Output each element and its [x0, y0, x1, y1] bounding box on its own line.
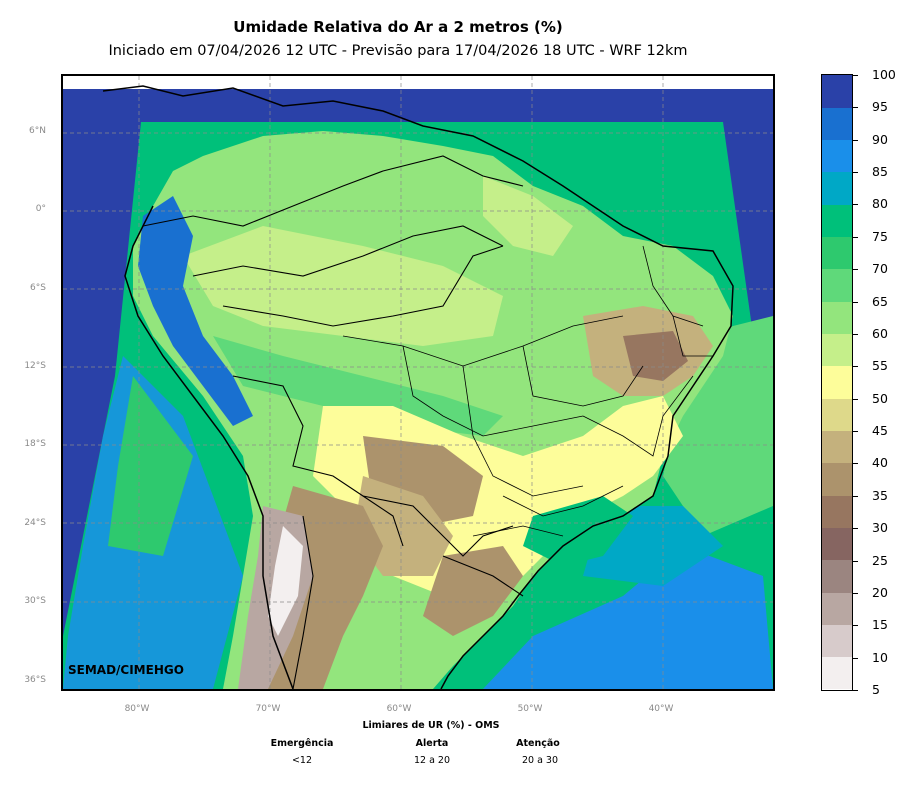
colorbar-tick: [853, 625, 858, 627]
colorbar-segment: [822, 139, 852, 173]
uruguay-dry: [423, 546, 523, 636]
colorbar-tick: [853, 366, 858, 368]
lon-label: 70°W: [255, 704, 281, 714]
colorbar-segment: [822, 171, 852, 205]
colorbar-tick-label: 95: [872, 99, 888, 115]
colorbar-segment: [822, 462, 852, 496]
colorbar-tick-label: 25: [872, 552, 888, 568]
colorbar-tick: [853, 301, 858, 303]
colorbar-tick: [853, 139, 858, 141]
colorbar-segment: [822, 398, 852, 431]
chart-subtitle: Iniciado em 07/04/2026 12 UTC - Previsão…: [108, 43, 688, 59]
humidity-map[interactable]: [61, 74, 775, 691]
colorbar-segment: [822, 333, 852, 367]
colorbar-segment: [822, 592, 852, 625]
colorbar-tick: [853, 431, 858, 433]
colorbar-tick-label: 85: [872, 164, 888, 180]
colorbar-tick-label: 10: [872, 649, 888, 665]
colorbar-segment: [822, 527, 852, 561]
who-heading: Limiares de UR (%) - OMS: [362, 720, 500, 731]
colorbar-tick: [853, 657, 858, 659]
colorbar-tick: [853, 528, 858, 530]
colorbar-segment: [822, 204, 852, 238]
colorbar-tick-label: 55: [872, 358, 888, 374]
colorbar-tick-label: 45: [872, 423, 888, 439]
state-borders: [342, 245, 713, 537]
lat-label: 30°S: [24, 596, 46, 606]
colorbar-segment: [822, 268, 852, 302]
guiana-area: [483, 176, 573, 256]
colorbar-segment: [822, 430, 852, 464]
who-level-name: Emergência: [270, 738, 334, 749]
lat-label: 36°S: [24, 675, 46, 685]
colorbar-tick-label: 40: [872, 455, 888, 471]
colorbar-tick: [853, 495, 858, 497]
colorbar-tick-label: 65: [872, 293, 888, 309]
colorbar-tick: [853, 463, 858, 465]
lat-label: 6°N: [29, 126, 46, 136]
colorbar-tick-label: 80: [872, 196, 888, 212]
colorbar-tick-label: 70: [872, 261, 888, 277]
lon-label: 50°W: [517, 704, 543, 714]
amazon-basin: [183, 226, 503, 346]
colorbar-segment: [822, 495, 852, 528]
colorbar-tick-label: 30: [872, 520, 888, 536]
colorbar-tick: [853, 172, 858, 174]
lon-label: 40°W: [648, 704, 674, 714]
colorbar-segment: [822, 107, 852, 141]
colorbar-tick: [853, 269, 858, 271]
colorbar-segment: [822, 365, 852, 399]
colorbar-segment: [822, 624, 852, 658]
map-graphic: [63, 76, 773, 689]
colorbar-tick: [853, 75, 858, 76]
coastline: [102, 85, 734, 689]
colorbar-tick-label: 5: [872, 682, 880, 697]
colorbar-tick-label: 75: [872, 228, 888, 244]
colorbar-tick-label: 90: [872, 131, 888, 147]
atacama-very-dry: [268, 526, 303, 636]
colorbar-tick-label: 20: [872, 584, 888, 600]
colorbar-segment: [822, 656, 852, 690]
national-borders: [142, 155, 524, 689]
colorbar-segment: [822, 236, 852, 270]
lon-label: 80°W: [124, 704, 150, 714]
south-atlantic-band: [483, 546, 773, 689]
lat-label: 12°S: [24, 361, 46, 371]
colorbar-tick-label: 50: [872, 390, 888, 406]
amazon-south: [213, 336, 503, 436]
credit-label: SEMAD/CIMEHGO: [68, 663, 184, 677]
colorbar-tick: [853, 333, 858, 335]
colorbar: [821, 74, 853, 691]
pacific-band-2: [108, 376, 193, 556]
who-level-name: Alerta: [415, 738, 449, 749]
lat-label: 0°: [35, 204, 46, 214]
se-coast-moist: [523, 496, 633, 566]
who-level-range: 12 a 20: [413, 755, 451, 766]
colorbar-segment: [822, 301, 852, 335]
andes-moist: [138, 196, 253, 426]
colorbar-tick-label: 15: [872, 617, 888, 633]
who-level-range: 20 a 30: [521, 755, 559, 766]
colorbar-tick: [853, 204, 858, 206]
colorbar-tick-label: 35: [872, 487, 888, 503]
colorbar-tick: [853, 690, 858, 691]
lon-label: 60°W: [386, 704, 412, 714]
colorbar-tick: [853, 236, 858, 238]
colorbar-tick: [853, 107, 858, 109]
northeast-core: [623, 331, 688, 381]
colorbar-tick: [853, 560, 858, 562]
colorbar-segment: [822, 559, 852, 593]
who-level-range: <12: [291, 755, 313, 766]
lat-label: 18°S: [24, 439, 46, 449]
colorbar-tick-label: 100: [872, 67, 896, 82]
colorbar-tick: [853, 398, 858, 400]
lat-label: 6°S: [30, 283, 46, 293]
lat-label: 24°S: [24, 518, 46, 528]
colorbar-tick: [853, 592, 858, 594]
who-level-name: Atenção: [516, 738, 560, 749]
chart-title: Umidade Relativa do Ar a 2 metros (%): [233, 18, 563, 36]
colorbar-tick-label: 60: [872, 325, 888, 341]
colorbar-segment: [822, 75, 852, 108]
